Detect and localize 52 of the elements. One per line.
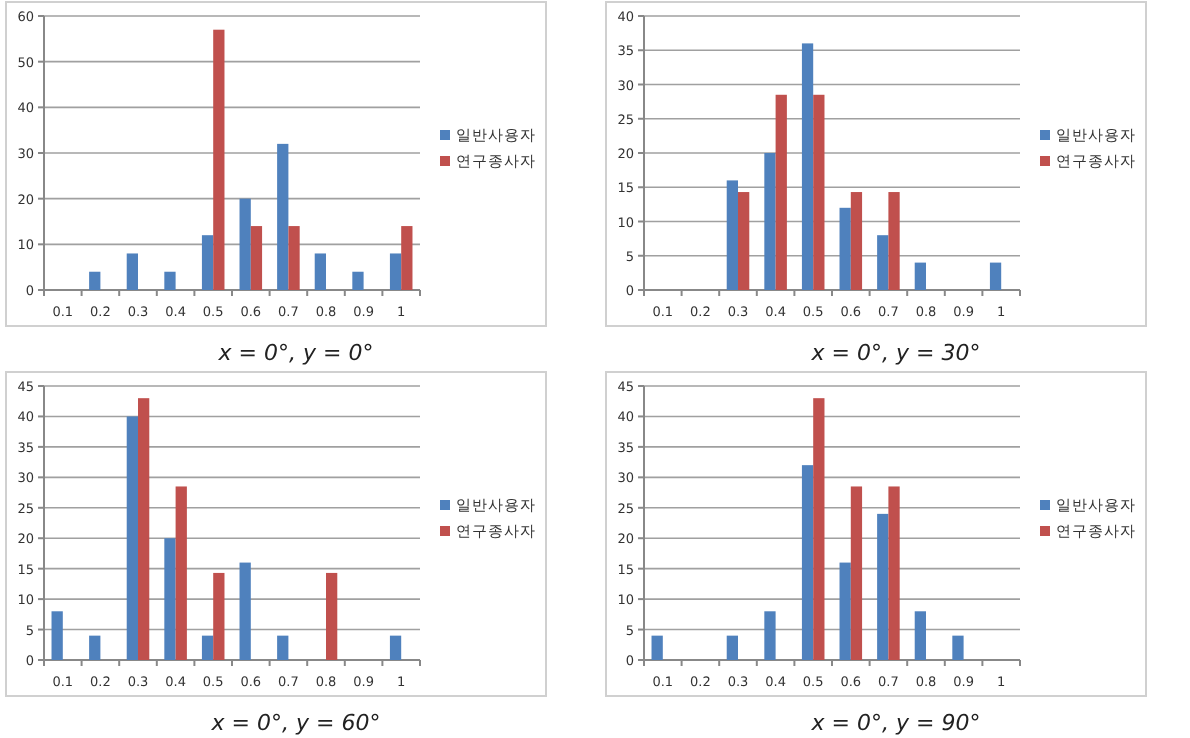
bar [352,271,364,290]
bar [764,153,776,290]
bar [888,486,900,660]
bar [288,226,300,290]
bar [277,143,289,290]
bar [126,416,138,660]
bar [775,94,787,290]
x-axis-title: x = 0°, y = 0° [216,340,374,366]
bar [813,94,825,290]
x-axis-title: x = 0°, y = 30° [809,340,981,366]
bar [389,253,402,290]
bar [839,207,851,290]
bar [877,513,889,660]
bar [952,635,964,660]
bar [89,635,101,660]
bar [801,465,814,660]
bar [138,398,150,660]
bar [213,29,225,290]
bar [314,253,326,290]
bar [389,635,402,660]
bar [201,635,214,660]
bar [801,43,814,290]
bar [201,235,214,290]
bar [89,271,101,290]
bar [239,198,251,290]
bar [51,611,63,660]
bar [989,262,1002,290]
bar [726,635,738,660]
bar [250,226,263,290]
bar [850,192,863,290]
bar [175,486,187,660]
bar [839,562,851,660]
bar [401,226,413,290]
bar [164,538,176,660]
bar [651,635,663,660]
bar [213,572,225,660]
bar [239,562,251,660]
bar [914,262,926,290]
bar [326,572,338,660]
bar [726,180,738,290]
bar [888,192,900,290]
x-axis-title: x = 0°, y = 90° [809,710,981,736]
bar [164,271,176,290]
bar [738,192,750,290]
bar [877,235,889,290]
x-axis-title: x = 0°, y = 60° [209,710,381,736]
bar [277,635,289,660]
bar [813,398,825,660]
bar [764,611,776,660]
bar [126,253,138,290]
bar [850,486,863,660]
bar [914,611,926,660]
